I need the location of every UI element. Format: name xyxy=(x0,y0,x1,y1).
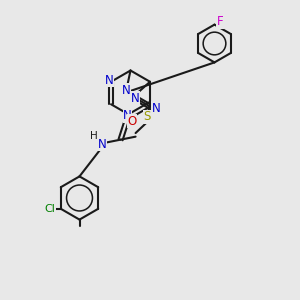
Text: N: N xyxy=(98,138,106,151)
Text: H: H xyxy=(90,131,98,141)
Text: N: N xyxy=(105,74,114,87)
Text: Cl: Cl xyxy=(45,204,56,214)
Text: F: F xyxy=(217,15,223,28)
Text: O: O xyxy=(128,115,136,128)
Text: N: N xyxy=(123,109,132,122)
Text: N: N xyxy=(122,84,131,97)
Text: N: N xyxy=(130,92,139,105)
Text: N: N xyxy=(152,102,161,115)
Text: S: S xyxy=(143,110,151,123)
